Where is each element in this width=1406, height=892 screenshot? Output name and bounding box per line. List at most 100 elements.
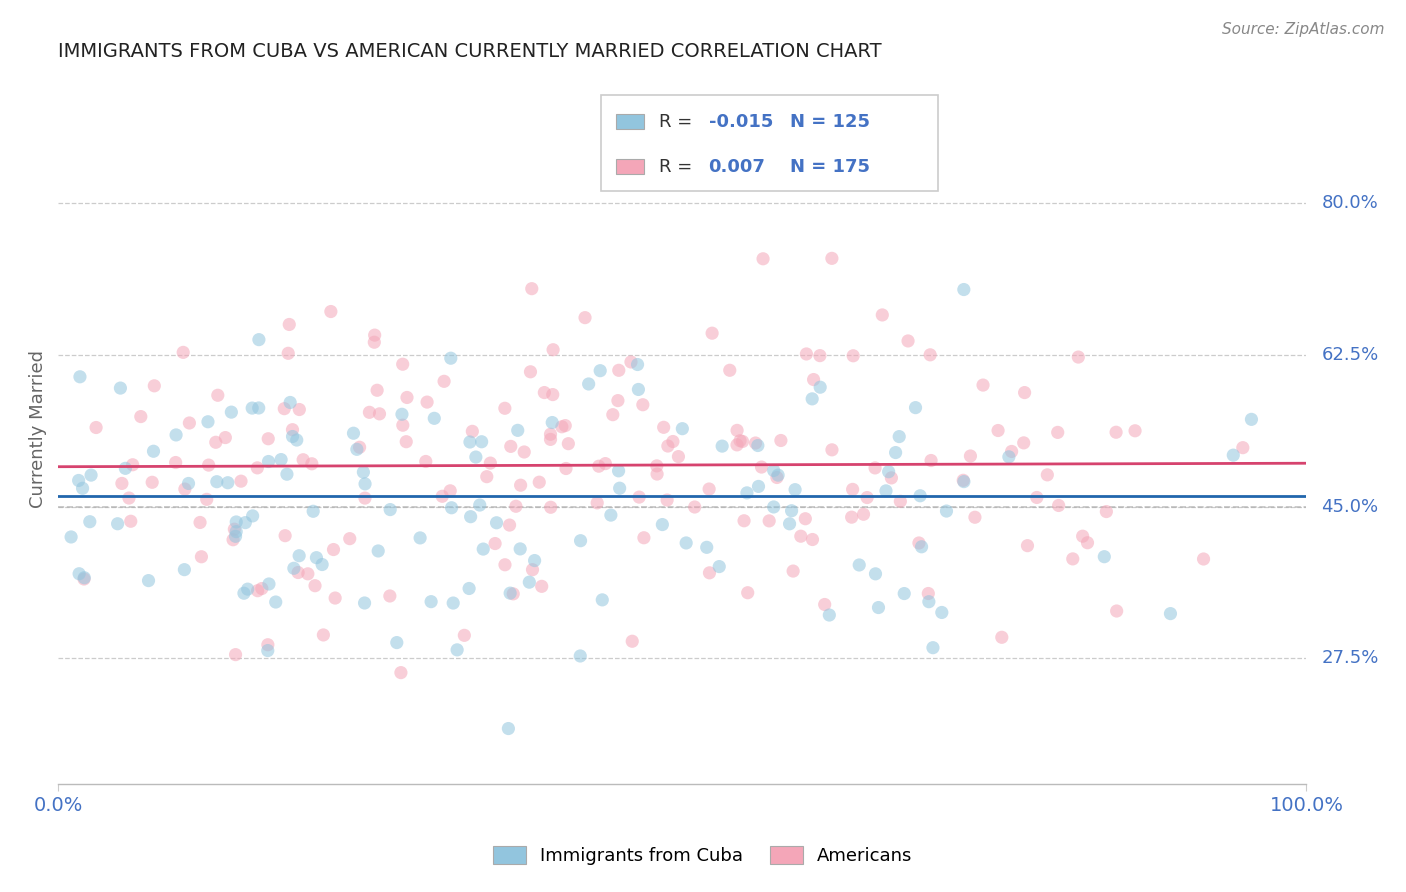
Point <box>287 566 309 580</box>
Point <box>354 476 377 491</box>
Point <box>214 431 236 445</box>
Point <box>718 363 741 377</box>
Point <box>782 564 804 578</box>
Point <box>273 401 295 416</box>
Point <box>409 531 432 545</box>
Point <box>1067 350 1090 364</box>
Point <box>385 635 408 649</box>
FancyBboxPatch shape <box>602 95 938 191</box>
Text: N = 125: N = 125 <box>790 112 870 130</box>
Point <box>917 586 939 600</box>
Point <box>1076 535 1098 549</box>
Point <box>880 471 903 485</box>
Point <box>671 422 693 436</box>
Point <box>697 482 720 496</box>
Point <box>991 630 1014 644</box>
Point <box>250 582 273 596</box>
Point <box>953 283 976 297</box>
Point <box>502 587 524 601</box>
Point <box>959 449 981 463</box>
Point <box>441 596 464 610</box>
Text: R =: R = <box>658 112 697 130</box>
Point <box>339 532 361 546</box>
Point <box>60 530 83 544</box>
Point <box>821 442 844 457</box>
Point <box>472 542 495 557</box>
Point <box>796 347 818 361</box>
Point <box>652 420 675 434</box>
Point <box>73 571 96 585</box>
Point <box>311 558 333 572</box>
Point <box>415 454 437 468</box>
Point <box>322 542 344 557</box>
Point <box>801 533 824 547</box>
Point <box>420 595 443 609</box>
Point <box>794 512 817 526</box>
Point <box>1071 529 1094 543</box>
Point <box>84 420 107 434</box>
Point <box>868 600 890 615</box>
Text: 62.5%: 62.5% <box>1322 346 1379 364</box>
Point <box>801 392 824 406</box>
Point <box>110 381 132 395</box>
Point <box>541 343 564 357</box>
Point <box>432 489 454 503</box>
Text: 80.0%: 80.0% <box>1322 194 1378 212</box>
Point <box>628 490 651 504</box>
Point <box>1105 425 1128 440</box>
Point <box>319 304 342 318</box>
Point <box>505 500 527 514</box>
Text: Source: ZipAtlas.com: Source: ZipAtlas.com <box>1222 22 1385 37</box>
Point <box>423 411 446 425</box>
Point <box>274 529 297 543</box>
Point <box>359 405 381 419</box>
Point <box>841 510 863 524</box>
Point <box>747 438 769 452</box>
Point <box>918 595 941 609</box>
Point <box>893 586 915 600</box>
Point <box>1046 425 1069 440</box>
Point <box>744 436 766 450</box>
Point <box>877 465 900 479</box>
Point <box>143 379 166 393</box>
Point <box>935 504 957 518</box>
Point <box>517 575 540 590</box>
Point <box>433 374 456 388</box>
Point <box>865 566 887 581</box>
Point <box>790 529 813 543</box>
Point <box>884 445 907 459</box>
Point <box>190 549 212 564</box>
Point <box>541 387 564 401</box>
Point <box>353 596 375 610</box>
Point <box>953 475 976 489</box>
Point <box>963 510 986 524</box>
Point <box>440 351 463 366</box>
Point <box>72 481 94 495</box>
Point <box>780 504 803 518</box>
Point <box>205 475 228 489</box>
Point <box>416 395 439 409</box>
Point <box>762 500 785 514</box>
Point <box>841 483 863 497</box>
Point <box>304 579 326 593</box>
Text: 0.007: 0.007 <box>709 158 765 176</box>
Point <box>513 445 536 459</box>
Text: 45.0%: 45.0% <box>1322 498 1379 516</box>
Point <box>232 586 254 600</box>
Point <box>165 456 187 470</box>
Point <box>908 489 931 503</box>
Point <box>889 494 911 508</box>
Point <box>523 553 546 567</box>
Point <box>922 640 945 655</box>
Point <box>221 405 243 419</box>
Point <box>574 310 596 325</box>
Point <box>872 308 894 322</box>
Point <box>391 357 413 371</box>
Point <box>541 416 564 430</box>
Point <box>952 473 974 487</box>
Point <box>1062 552 1084 566</box>
Point <box>236 582 259 596</box>
Point <box>172 345 194 359</box>
Point <box>302 504 325 518</box>
Point <box>645 458 668 473</box>
